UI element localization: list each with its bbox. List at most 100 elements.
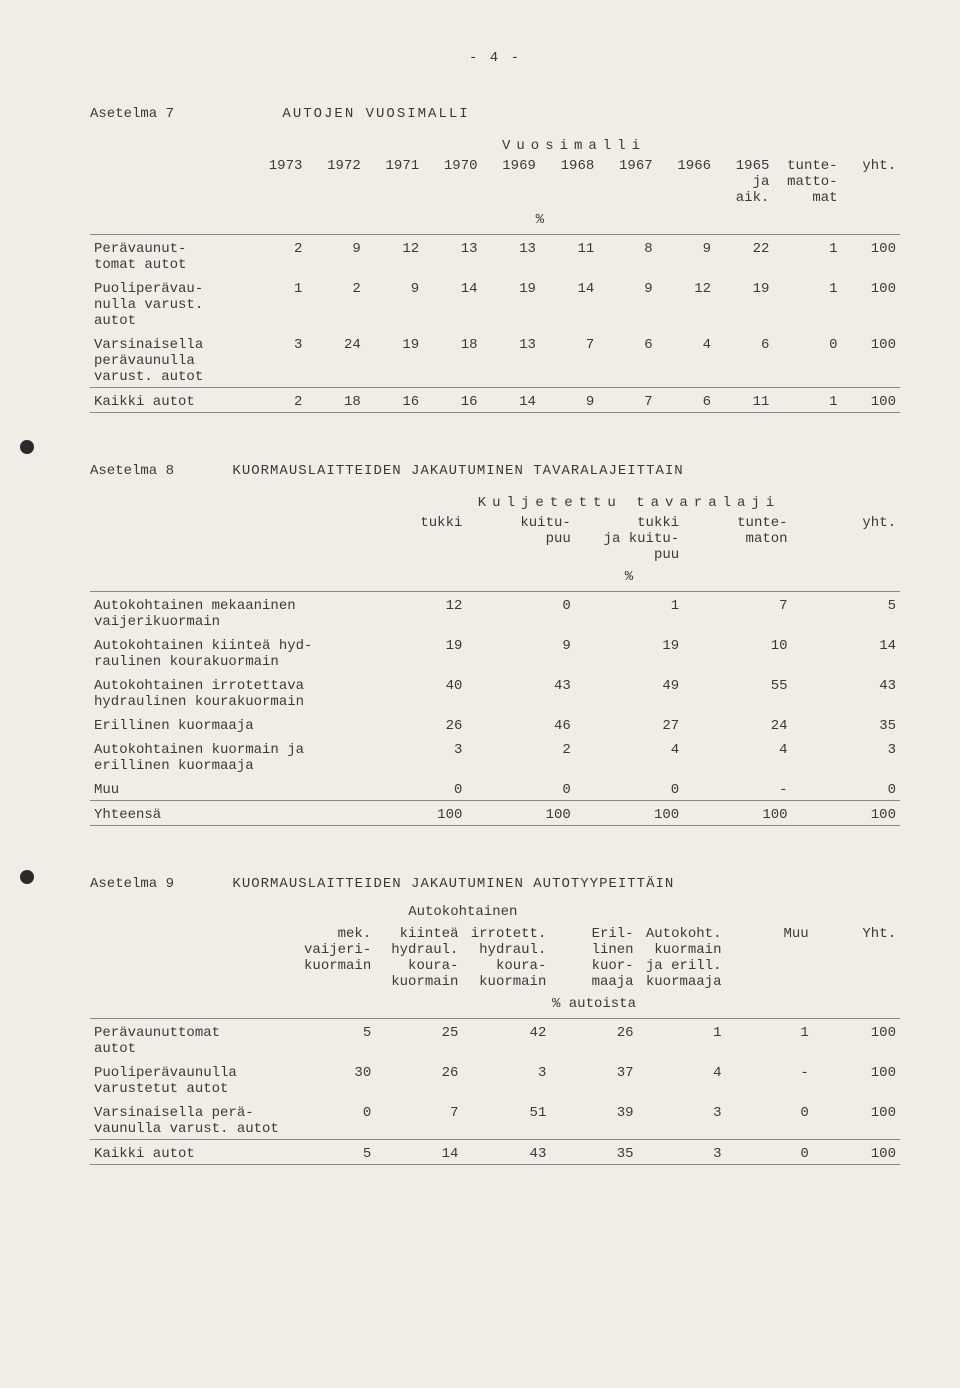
cell: 9	[466, 632, 574, 672]
cell: 12	[657, 275, 715, 331]
cell: 3	[358, 736, 466, 776]
cell: 49	[575, 672, 683, 712]
cell: 5	[288, 1019, 375, 1060]
cell: 3	[248, 331, 306, 388]
table-row: Kaikki autot218161614976111100	[90, 388, 900, 413]
cell: 10	[683, 632, 791, 672]
cell: 9	[657, 235, 715, 276]
cell: 51	[462, 1099, 550, 1140]
cell: 43	[792, 672, 900, 712]
cell: 0	[466, 592, 574, 633]
cell: 12	[358, 592, 466, 633]
table9-col-6: Yht.	[813, 924, 900, 994]
table7-pct-row: %	[90, 210, 900, 235]
cell: 8	[598, 235, 656, 276]
table7: Vuosimalli 1973 1972 1971 1970 1969 1968…	[90, 132, 900, 413]
cell: 9	[306, 235, 364, 276]
table7-heading: Asetelma 7 AUTOJEN VUOSIMALLI	[90, 106, 900, 122]
table8-pct-label: %	[575, 567, 683, 592]
table9-group-header: Autokohtainen	[375, 902, 550, 924]
row-label: Autokohtainen kuormain ja erillinen kuor…	[90, 736, 358, 776]
cell: 30	[288, 1059, 375, 1099]
cell: 100	[792, 801, 900, 826]
cell: 2	[306, 275, 364, 331]
punch-hole	[20, 870, 34, 884]
cell: 100	[842, 331, 900, 388]
cell: 11	[540, 235, 598, 276]
table8-col-header-row: tukki kuitu- puu tukki ja kuitu- puu tun…	[90, 513, 900, 567]
cell: 19	[482, 275, 540, 331]
row-label: Autokohtainen mekaaninen vaijerikuormain	[90, 592, 358, 633]
table7-col-5: 1968	[540, 156, 598, 210]
cell: 3	[792, 736, 900, 776]
cell: 46	[466, 712, 574, 736]
cell: 1	[773, 275, 841, 331]
table-row: Kaikki autot514433530100	[90, 1140, 900, 1165]
cell: 7	[683, 592, 791, 633]
cell: 14	[792, 632, 900, 672]
row-label: Autokohtainen kiinteä hyd- raulinen kour…	[90, 632, 358, 672]
cell: 43	[462, 1140, 550, 1165]
cell: 6	[715, 331, 773, 388]
cell: 11	[715, 388, 773, 413]
table8-col-3: tunte- maton	[683, 513, 791, 567]
table7-group-header-row: Vuosimalli	[90, 132, 900, 156]
cell: 2	[466, 736, 574, 776]
cell: 27	[575, 712, 683, 736]
cell: 100	[813, 1059, 900, 1099]
row-label: Kaikki autot	[90, 388, 248, 413]
row-label: Erillinen kuormaaja	[90, 712, 358, 736]
table9: Autokohtainen mek. vaijeri- kuormain kii…	[90, 902, 900, 1165]
cell: -	[683, 776, 791, 801]
table8-heading: Asetelma 8 KUORMAUSLAITTEIDEN JAKAUTUMIN…	[90, 463, 900, 479]
table-row: Varsinaisella perä- vaunulla varust. aut…	[90, 1099, 900, 1140]
cell: -	[725, 1059, 812, 1099]
table7-col-0: 1973	[248, 156, 306, 210]
cell: 5	[288, 1140, 375, 1165]
cell: 100	[683, 801, 791, 826]
cell: 25	[375, 1019, 462, 1060]
cell: 6	[598, 331, 656, 388]
row-label: Varsinaisella perävaunulla varust. autot	[90, 331, 248, 388]
cell: 19	[358, 632, 466, 672]
table8-group-header-row: Kuljetettu tavaralaji	[90, 489, 900, 513]
cell: 19	[365, 331, 423, 388]
cell: 3	[638, 1099, 726, 1140]
cell: 24	[306, 331, 364, 388]
cell: 100	[575, 801, 683, 826]
cell: 100	[358, 801, 466, 826]
cell: 1	[638, 1019, 726, 1060]
cell: 14	[423, 275, 481, 331]
cell: 55	[683, 672, 791, 712]
cell: 0	[792, 776, 900, 801]
row-label: Muu	[90, 776, 358, 801]
cell: 26	[550, 1019, 637, 1060]
row-label: Yhteensä	[90, 801, 358, 826]
document-page: - 4 - Asetelma 7 AUTOJEN VUOSIMALLI Vuos…	[0, 0, 960, 1295]
table-row: Autokohtainen irrotettava hydraulinen ko…	[90, 672, 900, 712]
cell: 13	[423, 235, 481, 276]
cell: 0	[575, 776, 683, 801]
cell: 100	[813, 1099, 900, 1140]
cell: 0	[288, 1099, 375, 1140]
table9-col-header-row: mek. vaijeri- kuormain kiinteä hydraul. …	[90, 924, 900, 994]
table9-col-1: kiinteä hydraul. koura- kuormain	[375, 924, 462, 994]
table7-label: Asetelma 7	[90, 106, 174, 122]
table-row: Autokohtainen kuormain ja erillinen kuor…	[90, 736, 900, 776]
cell: 6	[657, 388, 715, 413]
cell: 5	[792, 592, 900, 633]
cell: 100	[842, 388, 900, 413]
cell: 37	[550, 1059, 637, 1099]
table-row: Perävaunut- tomat autot29121313118922110…	[90, 235, 900, 276]
cell: 1	[575, 592, 683, 633]
table9-pct-label: % autoista	[462, 994, 725, 1019]
cell: 22	[715, 235, 773, 276]
cell: 1	[248, 275, 306, 331]
table9-col-3: Eril- linen kuor- maaja	[550, 924, 637, 994]
cell: 18	[306, 388, 364, 413]
cell: 1	[773, 235, 841, 276]
table-row: Perävaunuttomat autot525422611100	[90, 1019, 900, 1060]
punch-hole	[20, 440, 34, 454]
cell: 14	[482, 388, 540, 413]
table-row: Yhteensä100100100100100	[90, 801, 900, 826]
